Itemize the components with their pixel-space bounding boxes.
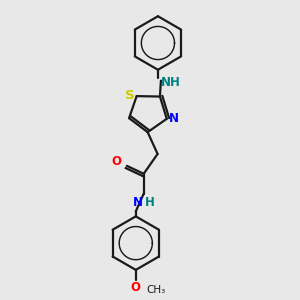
Text: N: N [169, 112, 179, 125]
Text: NH: NH [161, 76, 181, 89]
Text: O: O [111, 155, 121, 168]
Text: N: N [133, 196, 143, 208]
Text: O: O [131, 281, 141, 294]
Text: S: S [125, 88, 135, 102]
Text: H: H [145, 196, 154, 208]
Text: CH₃: CH₃ [147, 285, 166, 295]
